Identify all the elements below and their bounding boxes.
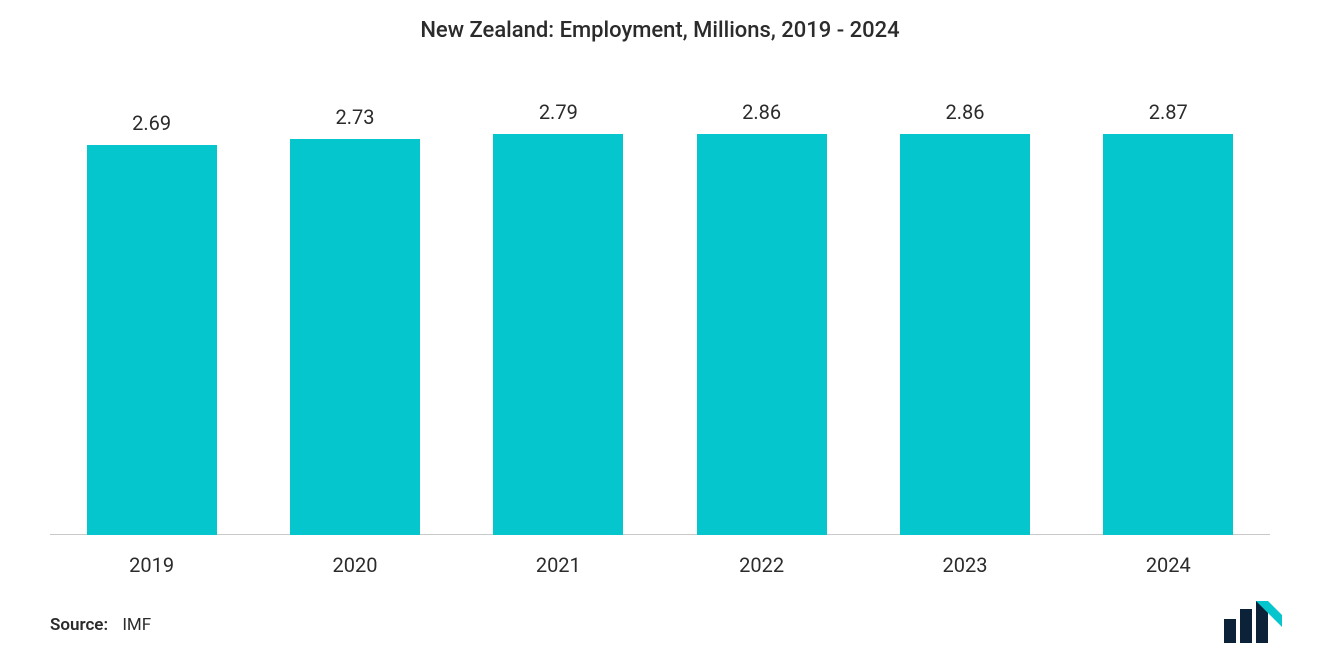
bar-value-label: 2.73 xyxy=(335,105,374,129)
x-axis-label: 2020 xyxy=(253,553,456,577)
bar-slot: 2.87 xyxy=(1067,100,1270,535)
plot-area: 2.69 2.73 2.79 2.86 2.86 2.87 xyxy=(50,100,1270,535)
source-value: IMF xyxy=(122,615,151,635)
chart-title: New Zealand: Employment, Millions, 2019 … xyxy=(0,18,1320,43)
bar xyxy=(1103,134,1233,535)
bar-slot: 2.86 xyxy=(660,100,863,535)
bar xyxy=(87,145,217,535)
bar-value-label: 2.87 xyxy=(1149,100,1188,124)
bar-value-label: 2.79 xyxy=(539,100,578,124)
bar-value-label: 2.86 xyxy=(742,100,781,124)
bar xyxy=(290,139,420,535)
x-axis-label: 2019 xyxy=(50,553,253,577)
x-axis-label: 2024 xyxy=(1067,553,1270,577)
x-axis-label: 2023 xyxy=(863,553,1066,577)
source-label: Source: xyxy=(50,615,108,635)
chart-container: New Zealand: Employment, Millions, 2019 … xyxy=(0,0,1320,665)
x-axis-labels: 201920202021202220232024 xyxy=(50,553,1270,577)
x-axis-label: 2022 xyxy=(660,553,863,577)
brand-logo-icon xyxy=(1224,601,1282,643)
bar xyxy=(900,134,1030,535)
bars-group: 2.69 2.73 2.79 2.86 2.86 2.87 xyxy=(50,100,1270,535)
bar-slot: 2.73 xyxy=(253,100,456,535)
bar-value-label: 2.86 xyxy=(945,100,984,124)
bar-slot: 2.79 xyxy=(457,100,660,535)
source-line: Source: IMF xyxy=(50,615,151,635)
bar-value-label: 2.69 xyxy=(132,111,171,135)
bar xyxy=(493,134,623,535)
bar xyxy=(697,134,827,535)
x-axis-label: 2021 xyxy=(457,553,660,577)
bar-slot: 2.69 xyxy=(50,100,253,535)
bar-slot: 2.86 xyxy=(863,100,1066,535)
